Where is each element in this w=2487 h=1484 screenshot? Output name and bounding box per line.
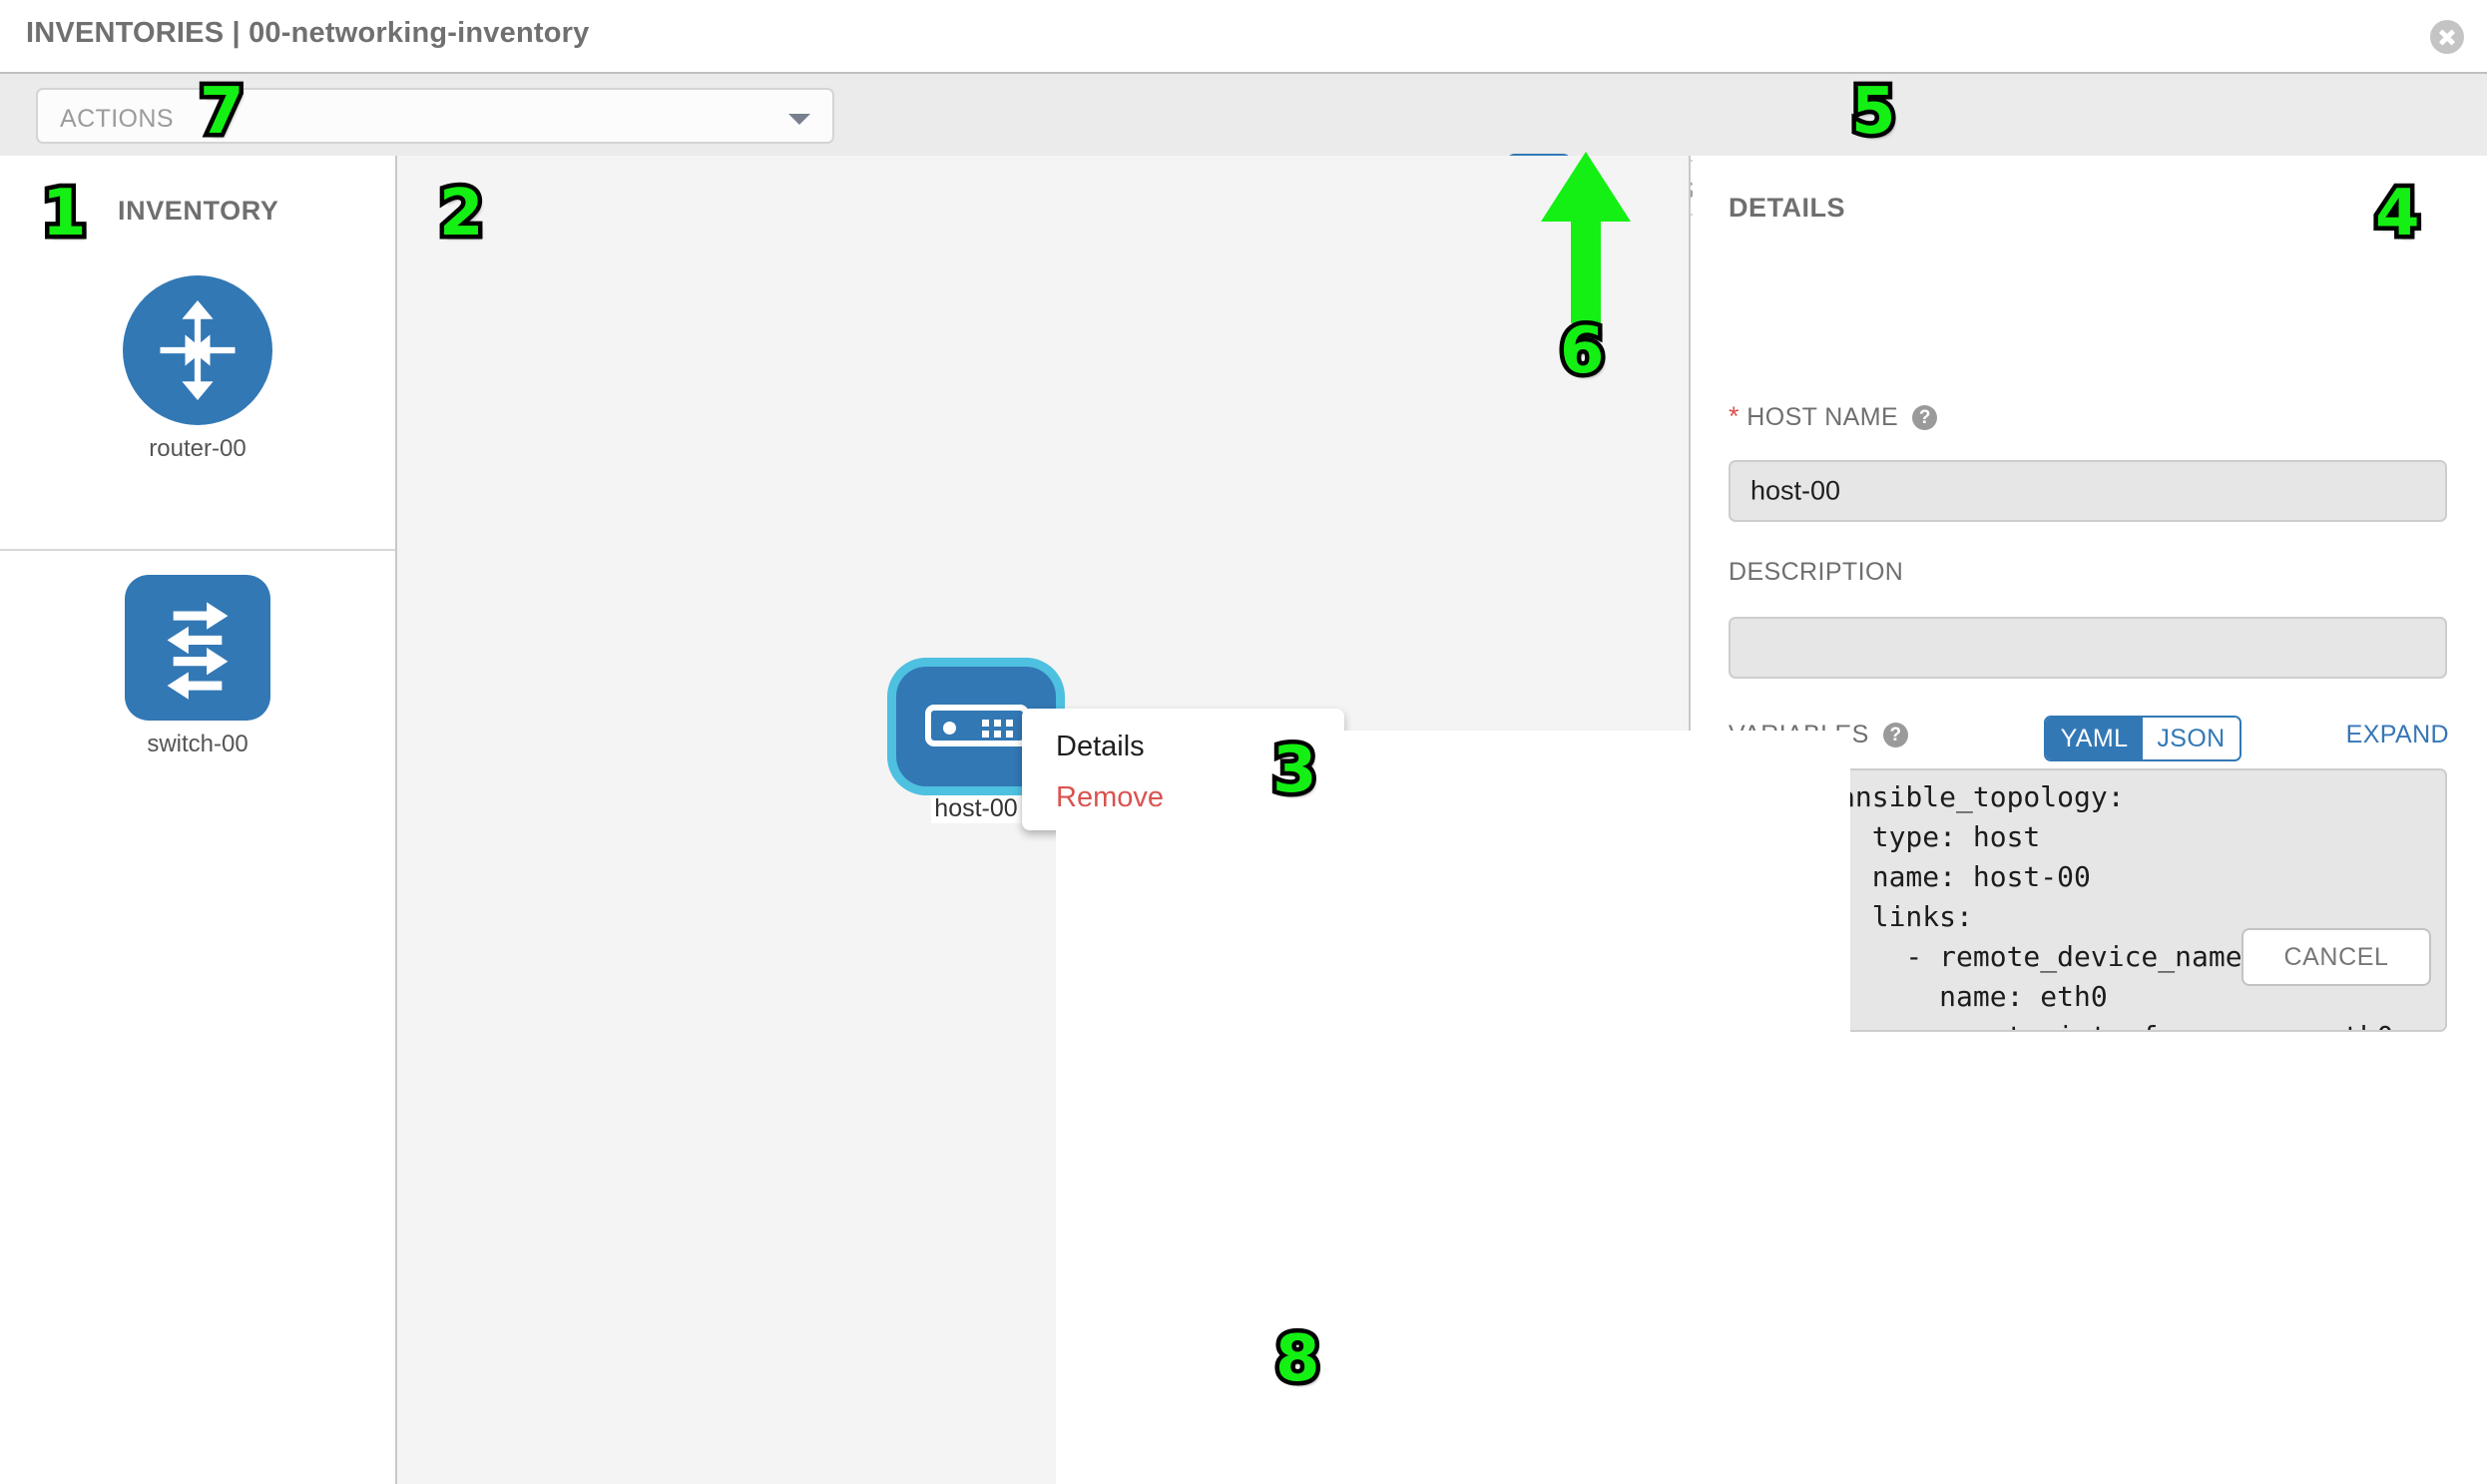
description-field[interactable] (1729, 617, 2447, 679)
help-circle-icon[interactable]: ? (1912, 405, 1938, 430)
host-name-field[interactable]: host-00 (1729, 460, 2447, 522)
sidebar-item-router-00[interactable]: router-00 (98, 275, 297, 463)
annotation-marker-8: 8 (1271, 1322, 1324, 1396)
sidebar-divider (0, 549, 395, 551)
annotation-marker-2: 2 (435, 177, 488, 250)
required-marker: * (1729, 401, 1740, 431)
host-name-value: host-00 (1750, 475, 1841, 506)
power-led-icon (943, 722, 956, 735)
annotation-marker-3: 3 (1268, 734, 1321, 807)
sidebar-heading: INVENTORY (118, 196, 279, 226)
server-outline (925, 705, 1029, 746)
actions-dropdown-label: ACTIONS (60, 105, 174, 133)
chevron-down-icon (788, 114, 810, 125)
details-heading: DETAILS (1729, 193, 1845, 223)
host-name-label: * HOST NAME ? (1729, 401, 1938, 432)
help-circle-icon[interactable]: ? (1883, 723, 1909, 747)
port-dots-icon (982, 720, 1013, 738)
format-option-yaml[interactable]: YAML (2046, 718, 2143, 759)
annotation-marker-5: 5 (1847, 75, 1900, 149)
annotation-marker-4: 4 (2371, 177, 2424, 250)
host-name-label-text: HOST NAME (1746, 403, 1899, 431)
actions-dropdown[interactable]: ACTIONS (36, 88, 834, 144)
canvas-node-label: host-00 (931, 794, 1021, 823)
page-title: INVENTORIES | 00-networking-inventory (26, 17, 590, 49)
description-label: DESCRIPTION (1729, 558, 1904, 586)
editor-code-content[interactable]: ansible_topology: type: host name: host-… (1830, 770, 2445, 1030)
format-option-json[interactable]: JSON (2143, 718, 2239, 759)
annotation-marker-1: 1 (38, 177, 91, 250)
annotation-marker-7: 7 (196, 75, 249, 149)
sidebar-item-label: switch-00 (147, 731, 249, 757)
annotation-arrow (1531, 148, 1641, 332)
inventory-sidebar: INVENTORY router-00 (0, 156, 397, 1484)
router-icon (123, 275, 272, 425)
context-menu-item-remove[interactable]: Remove (1056, 781, 1164, 813)
close-icon[interactable] (2430, 20, 2464, 54)
cancel-button[interactable]: CANCEL (2241, 928, 2431, 986)
node-context-menu: Details Remove (1022, 709, 1850, 1484)
annotation-marker-6: 6 (1556, 314, 1609, 388)
toolbar: ACTIONS SEARCH (0, 72, 2487, 220)
variables-format-toggle[interactable]: YAML JSON (2044, 716, 2241, 761)
switch-icon (125, 575, 270, 721)
expand-link[interactable]: EXPAND (2345, 721, 2449, 748)
sidebar-item-switch-00[interactable]: switch-00 (98, 575, 297, 758)
context-menu-item-details[interactable]: Details (1056, 731, 1850, 1484)
window-titlebar: INVENTORIES | 00-networking-inventory (0, 0, 2487, 72)
sidebar-item-label: router-00 (149, 435, 247, 462)
